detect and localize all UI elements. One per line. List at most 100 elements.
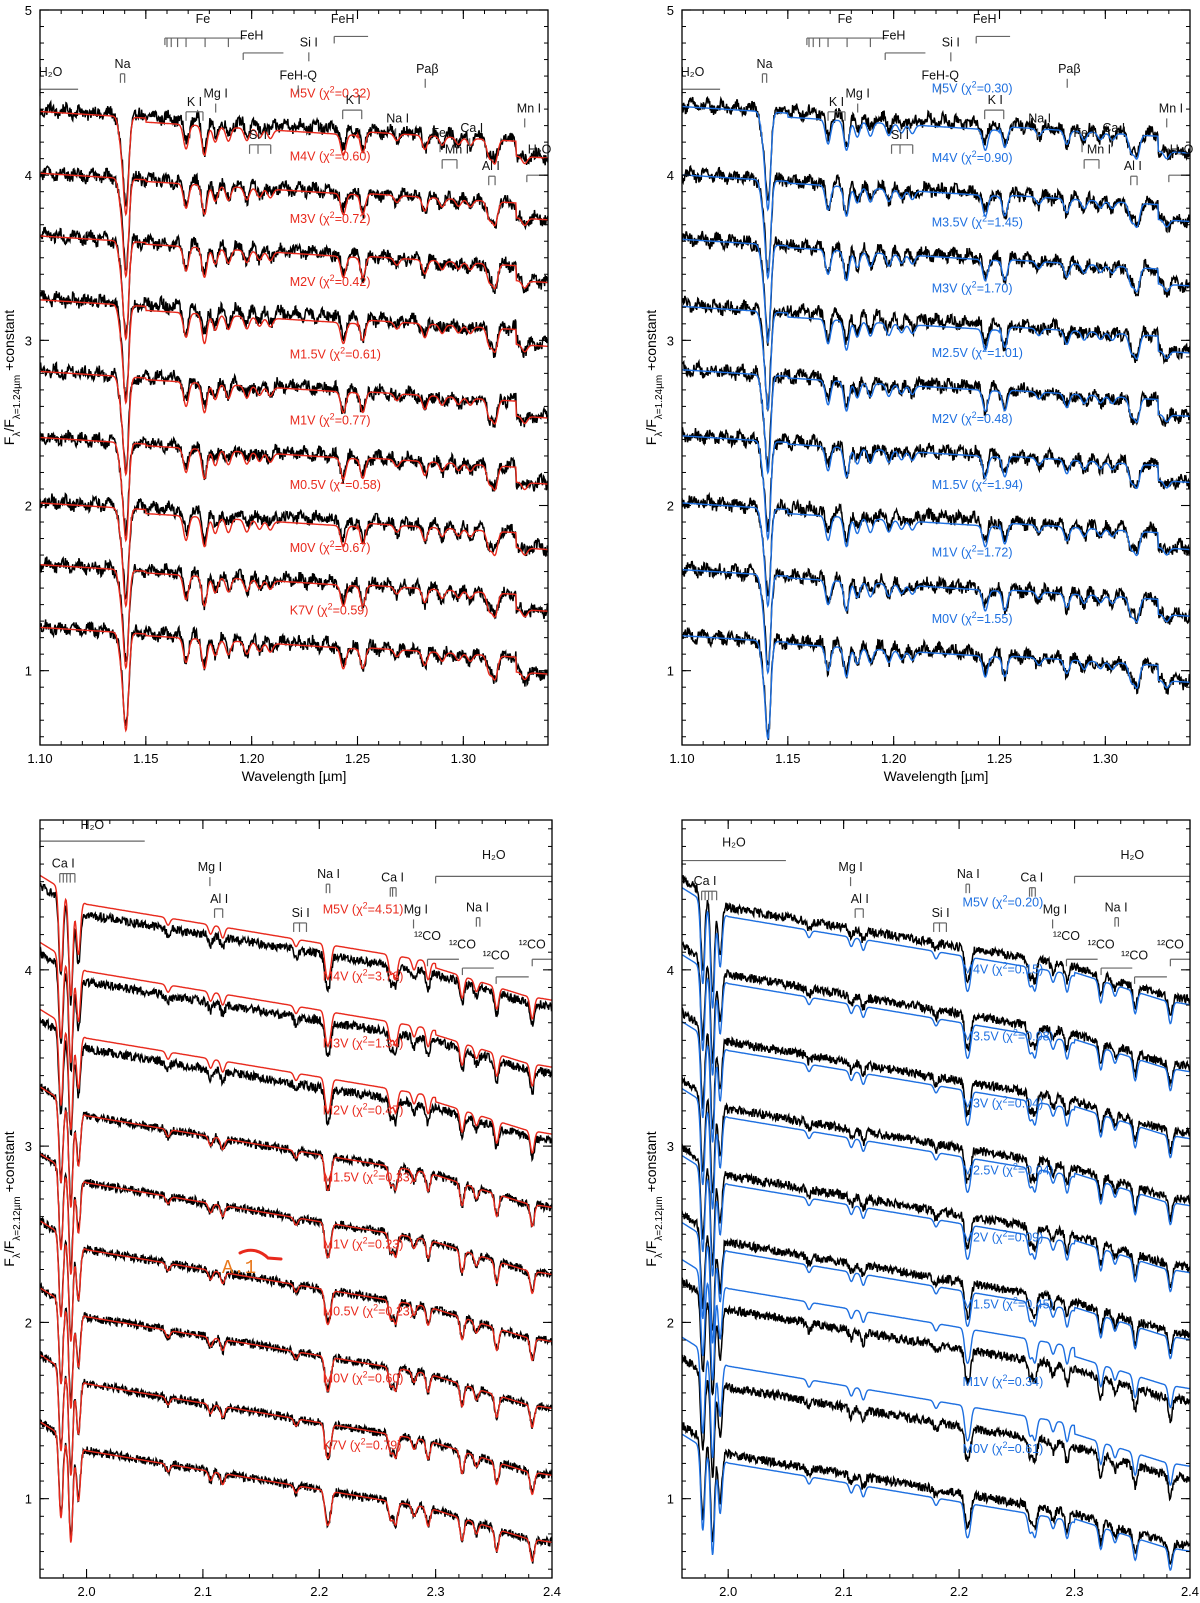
line-id-label: H₂O — [482, 848, 506, 862]
x-tick-label: 1.20 — [239, 751, 264, 766]
panel-bottom-right: M5V (χ2=0.20) M4V (χ2=0.15) M3.5V (χ2=0.08… — [643, 819, 1199, 1603]
observed-spectrum-m1.5v — [682, 491, 1190, 597]
series-label-m4v: M4V (χ2=3.76) — [323, 967, 404, 983]
line-id-label: Na I — [1028, 111, 1051, 125]
line-id-label: FeH-Q — [921, 68, 959, 82]
line-id-label: H₂O — [528, 143, 552, 157]
x-axis-label: Wavelength [µm] — [884, 768, 989, 784]
series-label-m4v: M4V (χ2=0.15) — [963, 960, 1044, 976]
line-id-label: Si I — [300, 35, 318, 49]
model-spectrum-m5v — [682, 105, 1190, 212]
series-label-m3.5v: M3.5V (χ2=1.45) — [932, 213, 1023, 229]
line-id-label: H₂O — [722, 835, 746, 849]
model-spectrum-m3v — [40, 235, 548, 342]
line-id-label: K I — [187, 95, 202, 109]
series-label-m2v: M2V (χ2=0.48) — [932, 410, 1013, 426]
line-id-label: Ca I — [694, 874, 717, 888]
observed-spectrum-m1.5v — [682, 1277, 1190, 1424]
series-label-m2.5v: M2.5V (χ2=1.01) — [932, 344, 1023, 360]
line-id-label: ¹²CO — [1053, 929, 1080, 943]
y-tick-label: 1 — [667, 664, 674, 679]
y-tick-label: 5 — [667, 3, 674, 18]
y-axis-label: Fλ/Fλ=1.24µm +constant — [643, 310, 665, 446]
line-id-label: Al I — [851, 892, 869, 906]
x-tick-label: 1.10 — [669, 751, 694, 766]
line-id-label: Mg I — [846, 87, 870, 101]
series-label-m5v: M5V (χ2=0.30) — [932, 80, 1013, 96]
panel-bottom-left: M5V (χ2=4.51) M4V (χ2=3.76) M3V (χ2=1.34) M… — [1, 818, 561, 1603]
line-id-label: Mn I — [517, 101, 541, 115]
model-spectrum-m4v — [40, 172, 548, 279]
observed-spectrum-k7v — [40, 1418, 552, 1564]
line-id-label: Na I — [957, 867, 980, 881]
model-spectrum-m2v — [682, 1222, 1190, 1360]
series-label-m0v: M0V (χ2=0.67) — [290, 539, 371, 555]
handwritten-stroke — [238, 1248, 283, 1261]
panel-top-right: M5V (χ2=0.30) M4V (χ2=0.90) M3.5V (χ2=1.45… — [643, 3, 1194, 784]
line-id-label: Al I — [1124, 159, 1142, 173]
model-spectrum-m0.5v — [40, 502, 548, 609]
x-tick-label: 2.4 — [543, 1584, 561, 1599]
model-spectrum-m2v — [682, 435, 1190, 542]
series-label-m0v: M0V (χ2=1.55) — [932, 610, 1013, 626]
line-id-label: Si I — [292, 906, 310, 920]
observed-spectrum-m4v — [682, 941, 1190, 1087]
y-tick-label: 3 — [25, 1139, 32, 1154]
line-id-label: Mg I — [838, 860, 862, 874]
line-id-label: Paβ — [1058, 62, 1080, 76]
line-id-label: ¹²CO — [449, 938, 476, 952]
series-label-m1v: M1V (χ2=0.23) — [323, 1235, 404, 1251]
spectra-group — [40, 99, 548, 733]
observed-spectrum-m4v — [40, 946, 552, 1096]
series-label-m1.5v: M1.5V (χ2=0.45) — [963, 1295, 1054, 1311]
line-id-label: K I — [346, 93, 361, 107]
series-label-m0v: M0V (χ2=0.61) — [963, 1440, 1044, 1456]
y-tick-label: 2 — [25, 1315, 32, 1330]
x-tick-label: 1.30 — [1093, 751, 1118, 766]
model-spectrum-m1.5v — [682, 1259, 1190, 1409]
series-label-m2v: M2V (χ2=0.42) — [290, 273, 371, 289]
series-label-k7v: K7V (χ2=0.79) — [323, 1436, 402, 1452]
handwritten-mark: A.1 — [222, 1257, 256, 1279]
observed-spectrum-m2v — [682, 1210, 1190, 1355]
spectra-group — [682, 95, 1190, 741]
line-id-label: FeH-Q — [279, 68, 317, 82]
model-spectrum-m3.5v — [682, 238, 1190, 345]
line-id-label: Ca I — [381, 871, 404, 885]
model-spectrum-m0.5v — [40, 1287, 552, 1429]
x-tick-label: 2.0 — [719, 1584, 737, 1599]
series-label-m5v: M5V (χ2=0.32) — [290, 85, 371, 101]
line-id-label: Ca I — [52, 857, 75, 871]
y-tick-label: 1 — [667, 1492, 674, 1507]
series-label-m2v: M2V (χ2=0.09) — [963, 1228, 1044, 1244]
y-tick-label: 4 — [667, 168, 674, 183]
line-id-label: Mn I — [445, 143, 469, 157]
line-id-label: Mg I — [198, 860, 222, 874]
line-id-label: H₂O — [681, 65, 705, 79]
line-id-label: K I — [988, 93, 1003, 107]
line-id-label: Na I — [386, 111, 409, 125]
x-tick-label: 2.0 — [78, 1584, 96, 1599]
line-id-label: FeH — [882, 29, 906, 43]
series-label-m2v: M2V (χ2=0.47) — [323, 1101, 404, 1117]
spectra-group — [40, 874, 552, 1564]
model-spectrum-m1.5v — [40, 370, 548, 477]
series-label-m1.5v: M1.5V (χ2=0.33) — [323, 1168, 414, 1184]
x-tick-label: 2.3 — [1066, 1584, 1084, 1599]
handwritten-annotation: A.1 — [222, 1248, 283, 1279]
line-id-label: Mg I — [204, 87, 228, 101]
model-spectrum-m4v — [682, 174, 1190, 280]
line-id-label: ¹²CO — [1121, 948, 1148, 962]
line-id-label: Ca I — [1020, 871, 1043, 885]
line-id-label: Fe — [196, 12, 211, 26]
y-tick-label: 4 — [25, 963, 32, 978]
line-id-label: Na — [757, 57, 773, 71]
y-tick-label: 1 — [25, 664, 32, 679]
line-id-label: Mg I — [1043, 902, 1067, 916]
y-tick-label: 1 — [25, 1492, 32, 1507]
series-label-m5v: M5V (χ2=4.51) — [323, 900, 404, 916]
spectra-group — [682, 875, 1190, 1572]
model-spectrum-m4v — [40, 941, 552, 1088]
